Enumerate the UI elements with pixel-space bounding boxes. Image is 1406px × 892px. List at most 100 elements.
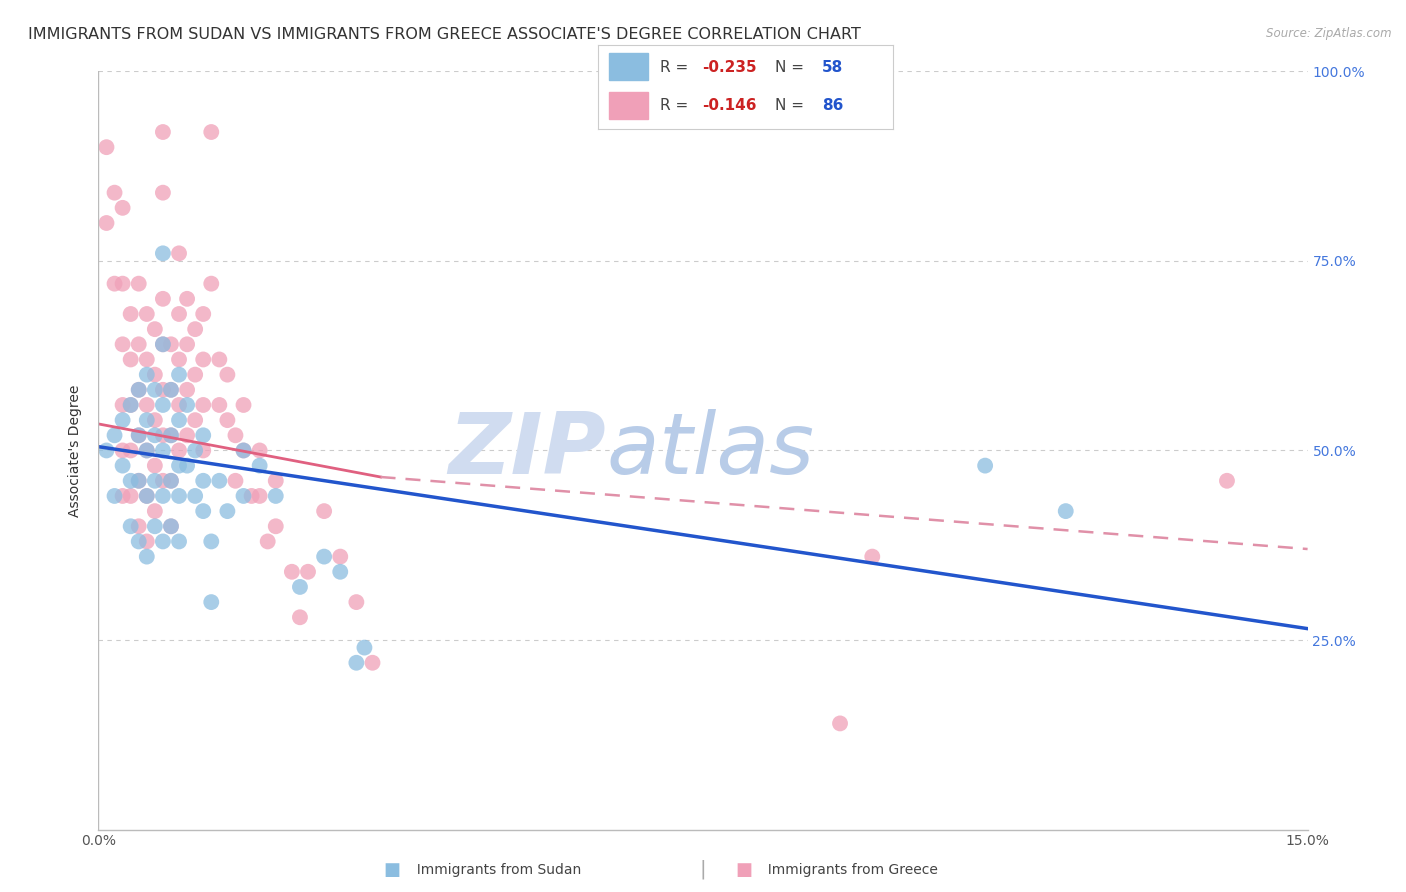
Point bbox=[120, 398, 142, 412]
Point bbox=[264, 489, 287, 503]
Bar bbox=[609, 54, 648, 80]
Point bbox=[111, 201, 134, 215]
Point bbox=[329, 565, 352, 579]
Point bbox=[111, 443, 134, 458]
Text: -0.146: -0.146 bbox=[703, 98, 756, 112]
Point bbox=[128, 337, 150, 351]
Point bbox=[160, 519, 183, 533]
Point bbox=[111, 458, 134, 473]
Point bbox=[128, 534, 150, 549]
Point bbox=[160, 383, 183, 397]
Point bbox=[152, 246, 174, 260]
Y-axis label: Associate's Degree: Associate's Degree bbox=[69, 384, 83, 516]
Point bbox=[184, 413, 207, 427]
Point bbox=[232, 398, 254, 412]
Point bbox=[167, 398, 190, 412]
Point bbox=[249, 443, 271, 458]
Text: 58: 58 bbox=[823, 60, 844, 75]
Point bbox=[200, 125, 222, 139]
Point bbox=[232, 443, 254, 458]
Point bbox=[200, 534, 222, 549]
Point bbox=[111, 277, 134, 291]
Point bbox=[344, 595, 367, 609]
Bar bbox=[609, 92, 648, 120]
Point bbox=[120, 519, 142, 533]
Point bbox=[176, 383, 198, 397]
Point bbox=[143, 413, 166, 427]
Point bbox=[176, 398, 198, 412]
Point bbox=[103, 428, 125, 442]
Point bbox=[167, 352, 190, 367]
Point bbox=[200, 277, 222, 291]
Point bbox=[152, 125, 174, 139]
Point bbox=[828, 716, 851, 731]
Point bbox=[143, 504, 166, 518]
Point bbox=[167, 413, 190, 427]
Point bbox=[160, 337, 183, 351]
Point bbox=[193, 428, 215, 442]
Point bbox=[143, 428, 166, 442]
Point bbox=[232, 443, 254, 458]
Point bbox=[128, 383, 150, 397]
Point bbox=[297, 565, 319, 579]
Point bbox=[120, 474, 142, 488]
Point bbox=[152, 383, 174, 397]
Point bbox=[120, 443, 142, 458]
Point bbox=[314, 549, 336, 564]
Point bbox=[176, 337, 198, 351]
Point bbox=[152, 443, 174, 458]
Point bbox=[184, 443, 207, 458]
Point bbox=[103, 186, 125, 200]
Point bbox=[128, 428, 150, 442]
Point bbox=[160, 519, 183, 533]
Point bbox=[103, 489, 125, 503]
Point bbox=[152, 292, 174, 306]
Point bbox=[264, 474, 287, 488]
Point bbox=[143, 322, 166, 336]
Point bbox=[208, 474, 231, 488]
Point bbox=[208, 352, 231, 367]
Point bbox=[128, 474, 150, 488]
Point bbox=[167, 458, 190, 473]
Text: N =: N = bbox=[775, 60, 808, 75]
Text: Immigrants from Greece: Immigrants from Greece bbox=[759, 863, 938, 877]
Text: 86: 86 bbox=[823, 98, 844, 112]
Point bbox=[135, 352, 157, 367]
Point bbox=[974, 458, 997, 473]
Text: |: | bbox=[700, 860, 706, 880]
Point bbox=[288, 610, 311, 624]
Point bbox=[167, 368, 190, 382]
Point bbox=[111, 489, 134, 503]
Point bbox=[160, 383, 183, 397]
Point bbox=[152, 428, 174, 442]
Point bbox=[120, 398, 142, 412]
Point bbox=[135, 307, 157, 321]
Text: Source: ZipAtlas.com: Source: ZipAtlas.com bbox=[1267, 27, 1392, 40]
Point bbox=[152, 337, 174, 351]
Point bbox=[353, 640, 375, 655]
Point bbox=[1216, 474, 1239, 488]
Point bbox=[193, 474, 215, 488]
Point bbox=[120, 489, 142, 503]
Point bbox=[193, 398, 215, 412]
Point bbox=[256, 534, 278, 549]
Point bbox=[314, 504, 336, 518]
Point bbox=[361, 656, 384, 670]
Text: ■: ■ bbox=[735, 861, 752, 879]
Point bbox=[167, 307, 190, 321]
Point bbox=[143, 474, 166, 488]
Point bbox=[135, 489, 157, 503]
Point bbox=[249, 489, 271, 503]
Point bbox=[193, 352, 215, 367]
Point bbox=[135, 413, 157, 427]
Point bbox=[152, 489, 174, 503]
Point bbox=[240, 489, 263, 503]
Point bbox=[160, 474, 183, 488]
Point bbox=[1054, 504, 1077, 518]
Point bbox=[135, 398, 157, 412]
Point bbox=[193, 307, 215, 321]
Point bbox=[167, 246, 190, 260]
Point bbox=[128, 428, 150, 442]
Point bbox=[217, 504, 239, 518]
Point bbox=[120, 352, 142, 367]
